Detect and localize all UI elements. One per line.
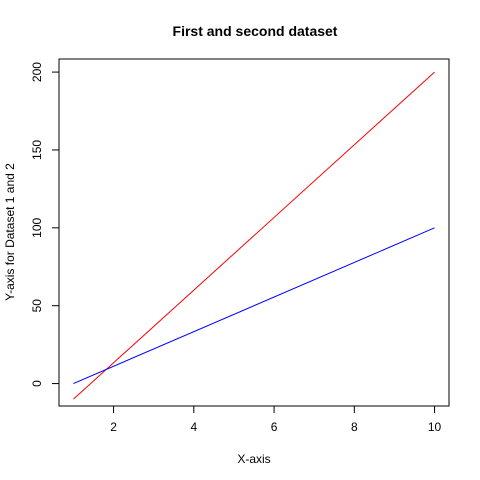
y-axis: 0 50 100 150 200 — [30, 62, 60, 387]
data-series — [73, 71, 435, 400]
x-tick-label: 8 — [351, 420, 358, 434]
y-tick-label: 200 — [30, 62, 44, 82]
y-tick-label: 100 — [30, 217, 44, 237]
series-1-line — [73, 71, 435, 400]
x-axis: 2 4 6 8 10 — [110, 405, 442, 434]
y-axis-label: Y-axis for Dataset 1 and 2 — [3, 163, 17, 301]
x-tick-label: 2 — [110, 420, 117, 434]
chart-title: First and second dataset — [173, 23, 338, 39]
y-tick-label: 0 — [30, 380, 44, 387]
x-tick-label: 10 — [428, 420, 442, 434]
plot-frame — [58, 58, 450, 407]
x-tick-label: 4 — [190, 420, 197, 434]
y-tick-label: 50 — [30, 299, 44, 313]
y-tick-label: 150 — [30, 140, 44, 160]
x-axis-label: X-axis — [237, 452, 270, 466]
series-2-line — [73, 227, 435, 385]
x-tick-label: 6 — [271, 420, 278, 434]
